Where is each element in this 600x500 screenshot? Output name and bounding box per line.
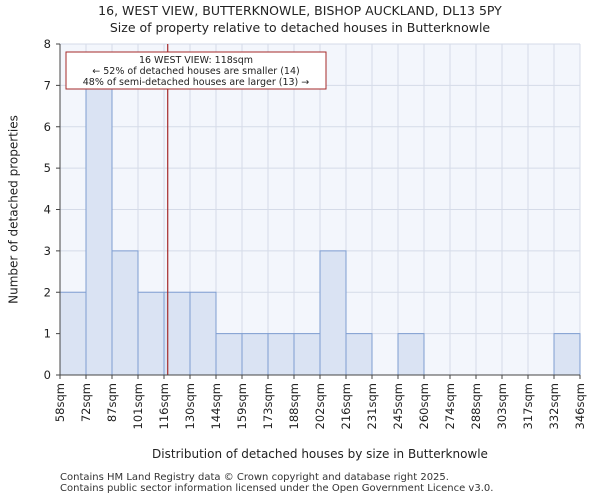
x-tick-label: 260sqm [417, 383, 431, 429]
x-tick-label: 72sqm [79, 383, 93, 422]
bar [59, 291, 87, 376]
bar [163, 291, 191, 376]
y-tick-label: 1 [44, 327, 51, 341]
x-tick-label: 58sqm [53, 383, 67, 422]
x-tick-label: 245sqm [391, 383, 405, 429]
x-tick-label: 144sqm [209, 383, 223, 429]
y-tick-label: 5 [44, 161, 51, 175]
x-tick-label: 332sqm [547, 383, 561, 429]
y-tick-label: 6 [44, 120, 51, 134]
bar [267, 333, 295, 376]
x-tick-label: 101sqm [131, 383, 145, 429]
x-tick-label: 116sqm [157, 383, 171, 429]
bar [137, 291, 165, 376]
bar [241, 333, 269, 376]
bar [189, 291, 217, 376]
bar [553, 333, 581, 376]
x-tick-label: 202sqm [313, 383, 327, 429]
y-tick-label: 0 [44, 368, 51, 382]
bar [85, 84, 113, 376]
bar [111, 250, 139, 376]
bar [345, 333, 373, 376]
x-tick-label: 159sqm [235, 383, 249, 429]
x-tick-label: 87sqm [105, 383, 119, 422]
bar [215, 333, 243, 376]
bar [319, 250, 347, 376]
x-tick-label: 173sqm [261, 383, 275, 429]
annotation-rect [65, 51, 327, 90]
annotation-line-2: ← 52% of detached houses are smaller (14… [92, 66, 299, 77]
x-tick-label: 303sqm [495, 383, 509, 429]
y-tick-label: 8 [44, 37, 51, 51]
y-tick-label: 7 [44, 78, 51, 92]
x-tick-label: 188sqm [287, 383, 301, 429]
x-tick-label: 231sqm [365, 383, 379, 429]
y-tick-label: 2 [44, 285, 51, 299]
title-line-2: Size of property relative to detached ho… [109, 20, 491, 35]
x-tick-label: 274sqm [443, 383, 457, 429]
bar [293, 333, 321, 376]
footer: Contains HM Land Registry data © Crown c… [60, 472, 493, 494]
annotation-box: 16 WEST VIEW: 118sqm ← 52% of detached h… [65, 51, 327, 90]
footer-line-2: Contains public sector information licen… [60, 483, 494, 494]
annotation-line-1: 16 WEST VIEW: 118sqm [139, 55, 253, 66]
title-line-1: 16, WEST VIEW, BUTTERKNOWLE, BISHOP AUCK… [98, 3, 502, 18]
x-tick-label: 346sqm [573, 383, 587, 429]
x-axis-label: Distribution of detached houses by size … [152, 447, 488, 461]
y-axis-label: Number of detached properties [7, 115, 21, 304]
chart-title: 16, WEST VIEW, BUTTERKNOWLE, BISHOP AUCK… [0, 2, 600, 36]
x-tick-label: 317sqm [521, 383, 535, 429]
bar [397, 333, 425, 376]
annotation-line-3: 48% of semi-detached houses are larger (… [83, 77, 310, 88]
y-tick-label: 4 [44, 203, 51, 217]
y-tick-label: 3 [44, 244, 51, 258]
x-tick-label: 288sqm [469, 383, 483, 429]
bars [59, 84, 581, 376]
x-tick-label: 216sqm [339, 383, 353, 429]
axes: 0 1 2 3 4 5 6 7 8 58sqm 72sqm 87sqm 101sqm 116sqm 130s… [44, 37, 587, 429]
x-tick-label: 130sqm [183, 383, 197, 429]
footer-line-1: Contains HM Land Registry data © Crown c… [60, 472, 449, 483]
